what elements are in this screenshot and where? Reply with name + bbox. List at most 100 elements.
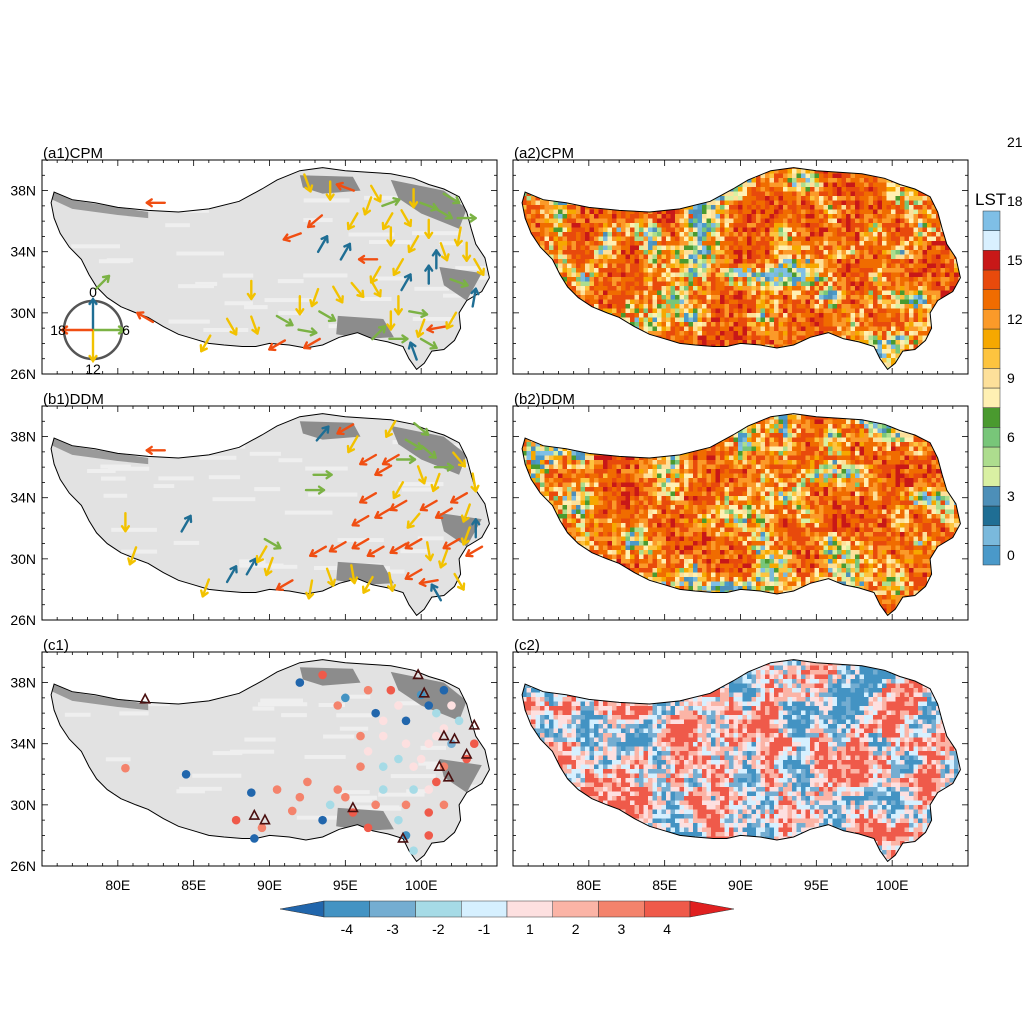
wind-arrow [450, 492, 469, 504]
wind-arrow [302, 337, 321, 350]
station-dot [363, 685, 373, 695]
wind-arrow [263, 537, 282, 550]
station-dot [454, 716, 464, 726]
wind-arrow [395, 454, 417, 465]
wind-arrow [225, 317, 238, 336]
lst-tick-label: 3 [1007, 488, 1015, 504]
station-dot [432, 777, 441, 787]
wind-arrow [404, 438, 423, 451]
lst-colorbar-box [982, 525, 1001, 546]
lst-tick-label: 21 [1007, 134, 1023, 150]
wind-arrow [309, 545, 328, 558]
panel-fill-c1 [51, 659, 490, 862]
lst-tick-label: 6 [1007, 429, 1015, 445]
y-tick-label: 30N [10, 551, 36, 567]
wind-arrow [255, 545, 268, 564]
wind-arrow [381, 453, 400, 466]
wind-arrow [445, 311, 458, 330]
y-tick-label: 34N [10, 244, 36, 260]
plateau-outline [50, 659, 490, 863]
x-tick-label: 80E [105, 877, 130, 893]
wind-arrow [346, 212, 359, 231]
plateau-outline [521, 167, 961, 371]
panel-label: (b2)DDM [514, 391, 575, 408]
x-tick-label: 90E [728, 877, 753, 893]
diff-tick-label: -4 [341, 921, 354, 937]
wind-arrow [416, 465, 427, 485]
station-dot [121, 763, 130, 773]
wind-arrow [304, 485, 326, 495]
wind-arrow [419, 337, 438, 350]
wind-arrow [145, 198, 166, 208]
wind-arrow [442, 537, 461, 550]
clock-label-down: 12 [85, 361, 101, 377]
lst-tick-label: 0 [1007, 547, 1015, 563]
station-dot [231, 815, 241, 825]
x-tick-label: 85E [181, 877, 206, 893]
station-dot [295, 792, 305, 802]
wind-arrow [460, 526, 471, 546]
wind-arrow [408, 309, 429, 319]
wind-arrow [388, 334, 409, 344]
wind-arrow [404, 568, 423, 581]
wind-arrow [357, 254, 379, 264]
wind-arrow [309, 287, 320, 308]
station-triangle [468, 718, 481, 730]
wind-arrow [127, 546, 138, 566]
x-tick-label: 85E [652, 877, 677, 893]
wind-arrow [419, 499, 438, 512]
wind-arrow [453, 226, 463, 247]
wind-arrow [120, 511, 131, 533]
station-dot [333, 785, 343, 794]
diff-colorbar-box [506, 900, 553, 918]
wind-arrow [246, 279, 256, 301]
panel-c1: 26N 30N 34N 38N 80E 85E 90E 95E 100E (c1) [10, 637, 498, 893]
station-dot [447, 701, 456, 710]
diff-colorbar-box [461, 900, 508, 918]
wind-arrow [145, 445, 166, 455]
lst-colorbar-box [982, 289, 1001, 310]
panel-a1: 26N 30N 34N 38N (a1)CPM 0 6 12 18 [10, 145, 498, 382]
wind-arrow [362, 196, 373, 216]
diff-tick-label: -3 [386, 921, 399, 937]
diff-tick-label: 1 [526, 921, 534, 937]
wind-arrow [282, 232, 302, 243]
lst-colorbar-box [982, 427, 1001, 448]
wind-arrow [433, 462, 455, 472]
wind-arrow [332, 285, 344, 304]
station-dot [439, 724, 449, 733]
lst-colorbar-box [982, 446, 1001, 467]
diff-colorbar-high-arrow [689, 900, 735, 918]
wind-arrow [453, 572, 466, 591]
wind-arrow [305, 579, 315, 600]
station-dot [409, 846, 418, 856]
wind-arrow [470, 287, 480, 308]
station-dot [318, 815, 327, 825]
station-triangle [418, 686, 431, 698]
wind-arrow [315, 425, 330, 442]
panel-label: (c2) [514, 637, 540, 654]
wind-arrow [434, 507, 453, 520]
station-triangle [442, 770, 455, 782]
lst-colorbar-title: LST [975, 190, 1006, 209]
lst-colorbar-box [982, 210, 1001, 231]
wind-arrow [439, 242, 450, 262]
wind-arrow [449, 278, 469, 289]
station-dot [394, 815, 403, 825]
wind-arrow [434, 207, 453, 220]
lst-colorbar-box [982, 348, 1001, 369]
wind-arrow [389, 499, 408, 512]
panel-label: (a1)CPM [43, 145, 103, 162]
station-dot [386, 685, 396, 695]
station-dot [401, 800, 411, 810]
station-triangle [438, 729, 450, 741]
lst-colorbar-box [982, 545, 1001, 566]
station-dot [341, 792, 350, 802]
clock-label-right: 6 [122, 322, 130, 338]
station-dot [439, 800, 449, 810]
panel-b1: 26N 30N 34N 38N (b1)DDM [10, 391, 498, 628]
station-triangle [448, 732, 461, 744]
station-dot [363, 823, 373, 833]
x-tick-label: 80E [576, 877, 601, 893]
wind-arrow [306, 214, 324, 229]
